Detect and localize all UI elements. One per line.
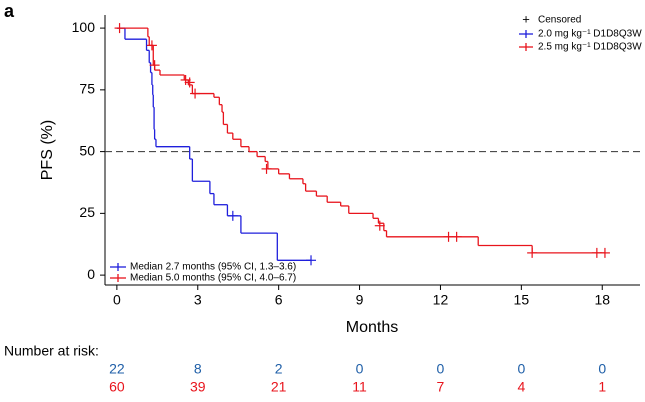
- x-axis-label: Months: [346, 319, 398, 336]
- legend-label: 2.5 mg kg⁻¹ D1D8Q3W: [538, 42, 642, 53]
- censor-mark: [227, 210, 238, 221]
- risk-value: 1: [598, 379, 606, 395]
- y-axis-label: PFS (%): [39, 120, 56, 180]
- censor-mark: [190, 88, 201, 99]
- y-tick-label: 0: [87, 266, 95, 282]
- x-tick-label: 12: [433, 292, 449, 308]
- median-label: Median 2.7 months (95% CI, 1.3–3.6): [130, 262, 296, 273]
- censor-mark: [306, 255, 317, 266]
- censor-mark: [374, 220, 385, 231]
- censor-mark: [146, 40, 157, 51]
- y-tick-label: 25: [79, 204, 95, 220]
- censor-mark: [180, 74, 191, 85]
- censor-mark: [527, 247, 538, 258]
- legend-marker: +: [522, 11, 530, 26]
- risk-value: 2: [275, 361, 283, 377]
- y-tick-label: 100: [72, 19, 96, 35]
- censor-mark: [184, 77, 195, 88]
- legend-label: 2.0 mg kg⁻¹ D1D8Q3W: [538, 29, 642, 40]
- risk-table-title: Number at risk:: [4, 343, 99, 359]
- x-tick-label: 9: [356, 292, 364, 308]
- censor-mark: [599, 247, 610, 258]
- y-tick-label: 50: [79, 142, 95, 158]
- censor-mark: [451, 231, 462, 242]
- censor-mark: [114, 23, 125, 34]
- x-tick-label: 3: [194, 292, 202, 308]
- risk-value: 11: [352, 379, 367, 395]
- risk-value: 0: [517, 361, 525, 377]
- risk-value: 39: [190, 379, 206, 395]
- risk-value: 4: [517, 379, 525, 395]
- risk-value: 21: [271, 379, 287, 395]
- risk-value: 0: [437, 361, 445, 377]
- risk-value: 22: [109, 361, 125, 377]
- legend-label: Censored: [538, 15, 581, 26]
- x-tick-label: 15: [514, 292, 530, 308]
- censor-mark: [149, 60, 160, 71]
- x-tick-label: 18: [594, 292, 610, 308]
- risk-value: 0: [598, 361, 606, 377]
- median-label: Median 5.0 months (95% CI, 4.0–6.7): [130, 273, 296, 284]
- risk-value: 8: [194, 361, 202, 377]
- risk-value: 60: [109, 379, 125, 395]
- risk-value: 0: [356, 361, 364, 377]
- risk-value: 7: [437, 379, 445, 395]
- panel-label: a: [4, 1, 15, 21]
- y-tick-label: 75: [79, 81, 95, 97]
- censor-mark: [261, 163, 272, 174]
- x-tick-label: 6: [275, 292, 283, 308]
- x-tick-label: 0: [113, 292, 121, 308]
